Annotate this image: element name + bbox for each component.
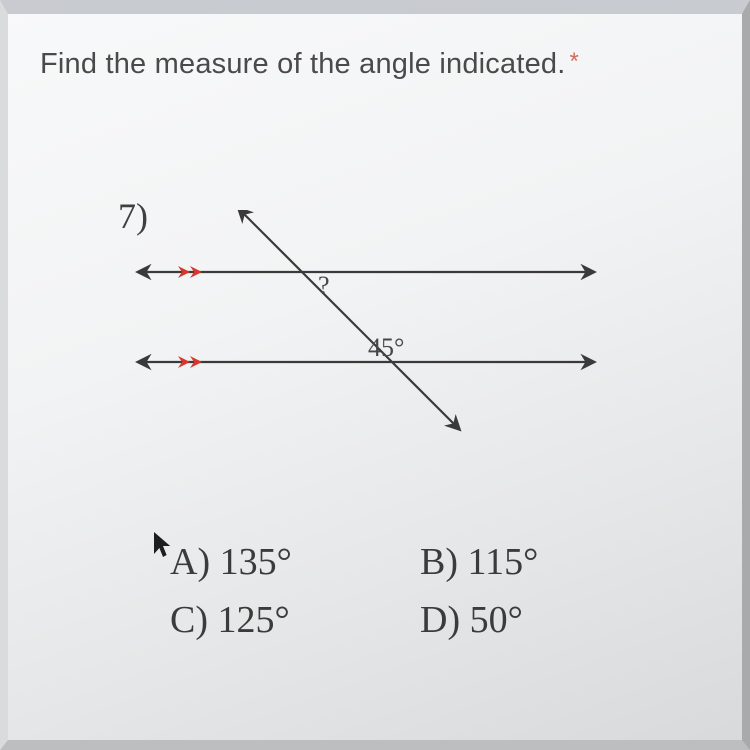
option-b[interactable]: B) 115° bbox=[420, 540, 640, 584]
transversal-line bbox=[240, 210, 458, 428]
option-c[interactable]: C) 125° bbox=[170, 598, 390, 642]
option-d[interactable]: D) 50° bbox=[420, 598, 640, 642]
answer-options: A) 135° B) 115° C) 125° D) 50° bbox=[170, 540, 640, 642]
angle-unknown-label: ? bbox=[318, 271, 330, 300]
required-asterisk: * bbox=[570, 48, 580, 75]
question-text-content: Find the measure of the angle indicated. bbox=[40, 48, 566, 80]
diagram-svg: ? 45° bbox=[130, 210, 610, 450]
question-text: Find the measure of the angle indicated.… bbox=[40, 48, 722, 81]
geometry-diagram: ? 45° bbox=[130, 210, 610, 450]
option-a[interactable]: A) 135° bbox=[170, 540, 390, 584]
angle-given-label: 45° bbox=[368, 333, 404, 362]
